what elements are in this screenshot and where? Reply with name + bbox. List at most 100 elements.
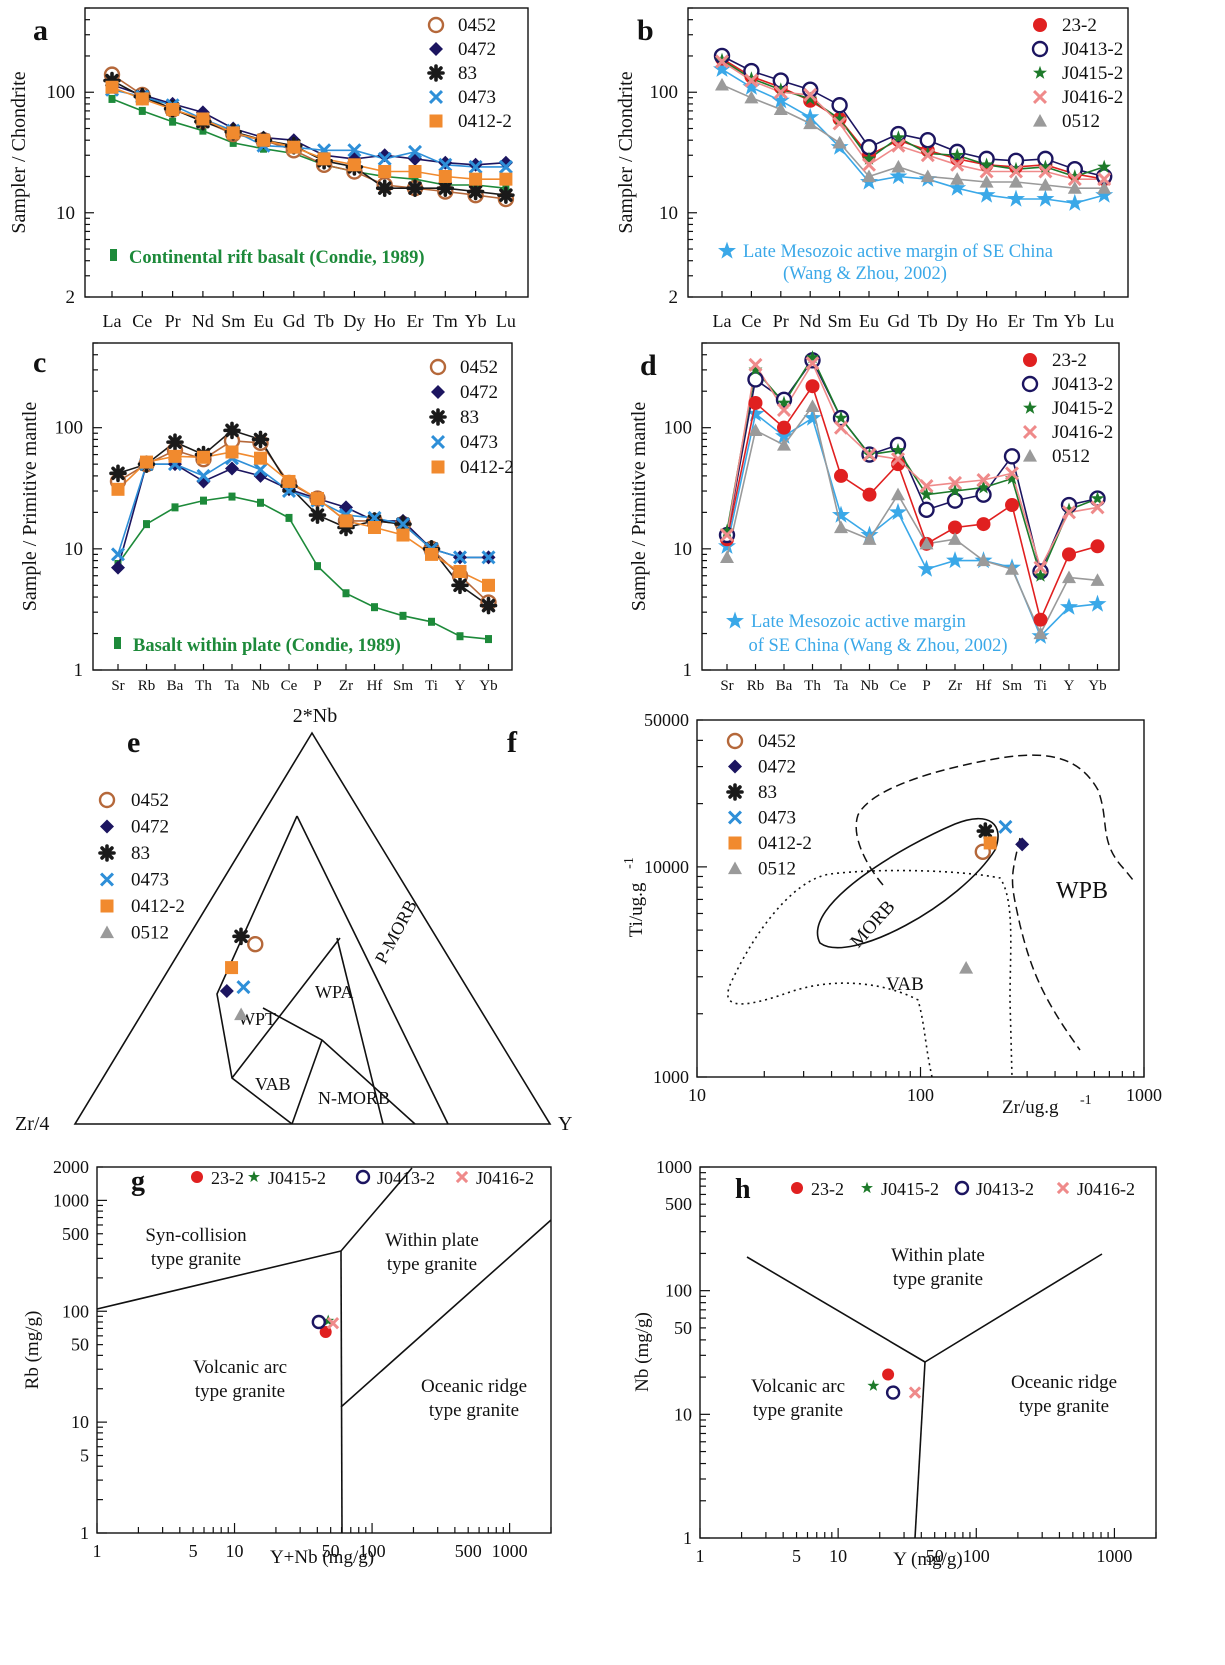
data-point: [728, 759, 742, 774]
chart-f: 10 100 1000 1000 10000 50000 f MORB WPB VAB 0452 04…: [507, 710, 1162, 1118]
data-point: [1060, 597, 1078, 615]
data-point: [947, 475, 963, 490]
data-point: [773, 102, 788, 116]
x-tick-label: Y: [455, 678, 466, 694]
data-point: [727, 810, 743, 825]
data-point: [1038, 159, 1053, 173]
data-point-core: [103, 849, 111, 857]
x-tick-label: Yb: [1088, 678, 1106, 694]
data-point: [919, 536, 934, 550]
data-point: [1033, 568, 1048, 582]
data-point: [469, 172, 483, 186]
x-tick-label: Rb: [747, 678, 765, 694]
field-boundary: [296, 815, 449, 1125]
reference-point: [229, 138, 237, 147]
x-tick-label: Ce: [890, 678, 907, 694]
legend-label: 23-2: [211, 1168, 244, 1188]
x-tick-label: Zr: [339, 678, 353, 694]
x-tick-label: 100: [907, 1085, 934, 1105]
data-point: [100, 899, 114, 913]
field-boundary: [746, 1256, 926, 1363]
data-point: [748, 423, 763, 436]
x-tick-label: Sm: [1002, 678, 1022, 694]
field-label: type granite: [387, 1254, 477, 1275]
data-point: [247, 935, 264, 953]
data-point: [468, 157, 483, 172]
data-point: [1008, 164, 1024, 179]
field-label: VAB: [255, 1074, 291, 1094]
data-point: [98, 791, 116, 809]
data-point: [1067, 172, 1082, 187]
data-point: [482, 578, 495, 592]
x-tick-label: Nd: [192, 311, 214, 331]
data-point: [1005, 498, 1019, 513]
data-point: [744, 73, 759, 88]
data-point: [773, 82, 788, 96]
x-tick-label: 1: [93, 1541, 102, 1561]
series-line-J0415-2: [726, 355, 1098, 579]
data-point: [832, 505, 850, 523]
x-tick-label: Th: [195, 678, 212, 694]
x-tick-label: Ta: [834, 678, 849, 694]
x-axis-label: Y+Nb (mg/g): [270, 1547, 374, 1568]
series-line-23-2: [726, 384, 1098, 623]
field-boundary: [336, 937, 384, 1125]
data-point: [1009, 174, 1023, 188]
data-point: [1061, 505, 1077, 520]
panel-letter: a: [33, 14, 48, 47]
legend-label: 0473: [458, 87, 496, 108]
data-point: [430, 434, 446, 450]
y-tick-label: 5: [80, 1446, 89, 1466]
x-tick-label: Pr: [165, 311, 181, 331]
data-point: [1033, 114, 1047, 127]
field-label: Syn-collision: [145, 1225, 247, 1246]
data-point: [891, 138, 906, 153]
reference-point: [428, 617, 435, 626]
x-tick-label: Tm: [433, 311, 458, 331]
data-point: [946, 551, 964, 569]
data-point: [919, 131, 936, 149]
field-boundary: [924, 1253, 1103, 1363]
y-tick-label: 1: [74, 660, 84, 681]
data-point: [1033, 612, 1048, 627]
reference-point: [285, 513, 293, 522]
data-point: [891, 443, 905, 457]
x-tick-label: 5: [189, 1541, 198, 1561]
data-point: [920, 148, 935, 163]
field-label: type granite: [151, 1249, 241, 1270]
data-point: [431, 385, 445, 399]
panel-letter: e: [127, 726, 140, 759]
legend-label: 0473: [131, 870, 169, 891]
y-tick-label: 10: [659, 203, 678, 224]
legend-label: 83: [131, 843, 150, 864]
data-point: [744, 90, 759, 104]
field-label: type granite: [429, 1400, 519, 1421]
x-tick-label: Er: [407, 311, 424, 331]
data-point: [803, 116, 818, 130]
data-point: [427, 16, 445, 34]
x-tick-label: Ta: [225, 678, 240, 694]
data-point: [453, 565, 467, 579]
data-point: [714, 54, 730, 69]
chart-b: b 2 10 100 La Ce Pr Nd Sm Eu Gd Tb Dy Ho Er Tm Yb Lu Sampl…: [615, 7, 1129, 331]
x-tick-label: Sr: [720, 678, 733, 694]
data-point: [777, 395, 791, 409]
legend-label: 0412-2: [458, 111, 512, 132]
data-point: [135, 92, 149, 106]
x-tick-label: 100: [359, 1541, 386, 1561]
data-point: [1097, 159, 1112, 173]
data-point: [1032, 89, 1048, 105]
x-axis-label: Y (mg/g): [893, 1549, 962, 1570]
data-point: [1097, 172, 1112, 187]
x-tick-label: Gd: [283, 311, 305, 331]
x-tick-label: Eu: [859, 311, 879, 331]
data-point: [1036, 189, 1055, 207]
data-point: [777, 437, 791, 451]
chart-e: e 2*Nb Zr/4 Y WPT WPA P-MORB VAB N-MORB 0452 0472 8…: [15, 705, 572, 1135]
data-point: [1067, 181, 1082, 194]
data-point: [748, 395, 763, 410]
data-point: [946, 492, 964, 509]
field-label: WPT: [238, 1009, 276, 1029]
field-label: Oceanic ridge: [1011, 1372, 1117, 1393]
data-point: [718, 241, 736, 259]
